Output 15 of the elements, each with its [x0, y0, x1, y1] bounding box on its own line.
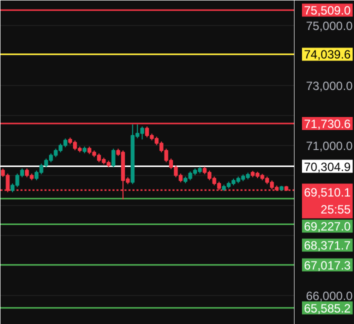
ref-line-label: 69,510.1: [304, 186, 352, 200]
ref-line-label: 65,585.2: [304, 301, 352, 316]
y-tick-label: 73,000.0: [306, 78, 354, 93]
y-tick-label: 66,000.0: [306, 288, 354, 303]
candlestick: [111, 148, 116, 168]
ref-line-label: 67,017.3: [304, 258, 352, 272]
ref-line-label: 75,509.0: [304, 4, 352, 18]
ref-line-label: 74,039.6: [304, 48, 352, 62]
y-tick-label: 71,000.0: [306, 138, 354, 153]
y-tick-label: 75,000.0: [306, 18, 354, 33]
ref-line-label: 69,227.0: [304, 220, 352, 234]
ref-line-label: 70,304.9: [304, 160, 352, 174]
ref-line-label: 71,730.6: [304, 116, 352, 131]
legend-label: 68,371.7: [304, 238, 352, 253]
text: 25:55: [320, 202, 352, 216]
